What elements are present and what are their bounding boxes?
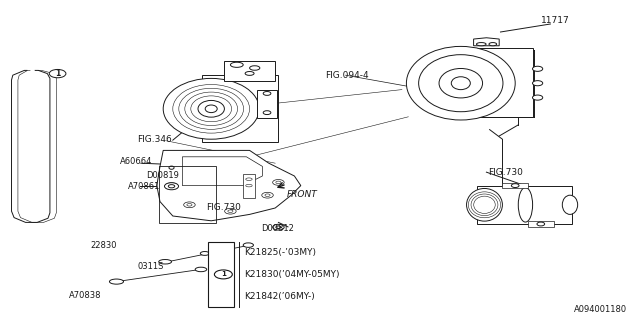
Text: A70861: A70861: [128, 182, 161, 191]
Text: 1: 1: [55, 69, 60, 78]
Ellipse shape: [169, 184, 174, 187]
Ellipse shape: [476, 43, 486, 46]
Ellipse shape: [265, 194, 270, 196]
Ellipse shape: [164, 183, 179, 190]
Polygon shape: [502, 183, 528, 188]
Polygon shape: [182, 157, 262, 186]
Ellipse shape: [532, 95, 543, 100]
Text: FRONT: FRONT: [287, 190, 317, 199]
Ellipse shape: [195, 267, 207, 272]
Bar: [257, 90, 277, 118]
Ellipse shape: [250, 66, 260, 70]
Ellipse shape: [187, 204, 192, 206]
Ellipse shape: [273, 224, 284, 230]
Text: K21825(-’03MY): K21825(-’03MY): [244, 248, 316, 257]
Ellipse shape: [198, 100, 225, 117]
Ellipse shape: [532, 66, 543, 71]
Text: K21842(’06MY-): K21842(’06MY-): [244, 292, 315, 301]
Ellipse shape: [163, 78, 259, 139]
Ellipse shape: [245, 71, 254, 75]
Ellipse shape: [276, 226, 281, 228]
Text: 1: 1: [221, 271, 226, 277]
Ellipse shape: [166, 183, 177, 188]
Ellipse shape: [200, 252, 209, 255]
Ellipse shape: [537, 222, 545, 226]
Ellipse shape: [185, 92, 237, 125]
Ellipse shape: [243, 243, 253, 247]
Ellipse shape: [246, 178, 252, 180]
Circle shape: [214, 270, 232, 279]
Ellipse shape: [489, 43, 497, 46]
Text: D00819: D00819: [146, 172, 179, 180]
Polygon shape: [528, 221, 554, 227]
Ellipse shape: [468, 192, 500, 218]
Ellipse shape: [478, 199, 491, 211]
Bar: [458, 48, 533, 117]
Text: A094001180: A094001180: [574, 305, 627, 314]
Text: D00812: D00812: [261, 224, 294, 233]
Ellipse shape: [263, 111, 271, 115]
Text: FIG.094-4: FIG.094-4: [325, 71, 369, 80]
Bar: [202, 76, 278, 142]
Text: FIG.730: FIG.730: [488, 168, 523, 177]
Ellipse shape: [518, 188, 532, 222]
Ellipse shape: [439, 68, 483, 98]
Ellipse shape: [169, 166, 174, 169]
Ellipse shape: [191, 96, 232, 122]
Ellipse shape: [467, 188, 502, 221]
Ellipse shape: [225, 208, 236, 214]
Ellipse shape: [205, 105, 217, 113]
Bar: [208, 242, 234, 307]
Ellipse shape: [173, 84, 250, 133]
Bar: [477, 186, 572, 224]
Text: 0311S: 0311S: [138, 262, 164, 271]
Ellipse shape: [511, 184, 519, 188]
Ellipse shape: [179, 88, 244, 129]
Bar: [224, 60, 275, 81]
Ellipse shape: [159, 260, 172, 264]
Ellipse shape: [273, 180, 284, 185]
Circle shape: [49, 69, 66, 78]
Ellipse shape: [184, 202, 195, 208]
Polygon shape: [157, 150, 301, 221]
Text: FIG.346: FIG.346: [138, 135, 172, 144]
Ellipse shape: [246, 184, 252, 187]
Text: A60664: A60664: [120, 157, 153, 166]
Text: 22830: 22830: [91, 241, 117, 250]
Ellipse shape: [471, 194, 498, 216]
Ellipse shape: [563, 195, 578, 214]
Text: A70838: A70838: [69, 292, 102, 300]
Ellipse shape: [406, 46, 515, 120]
Text: FIG.730: FIG.730: [206, 203, 241, 212]
Ellipse shape: [262, 192, 273, 198]
Ellipse shape: [532, 81, 543, 86]
Ellipse shape: [451, 77, 470, 90]
Ellipse shape: [472, 193, 497, 216]
Ellipse shape: [109, 279, 124, 284]
Ellipse shape: [474, 196, 495, 213]
Text: 11717: 11717: [541, 16, 570, 25]
Bar: [243, 174, 255, 198]
Ellipse shape: [276, 181, 281, 184]
Ellipse shape: [419, 55, 503, 112]
Ellipse shape: [168, 185, 175, 188]
Ellipse shape: [228, 210, 233, 212]
Ellipse shape: [230, 62, 243, 67]
Bar: [159, 166, 216, 223]
Text: K21830(’04MY-05MY): K21830(’04MY-05MY): [244, 270, 339, 279]
Polygon shape: [474, 38, 499, 46]
Ellipse shape: [263, 92, 271, 95]
